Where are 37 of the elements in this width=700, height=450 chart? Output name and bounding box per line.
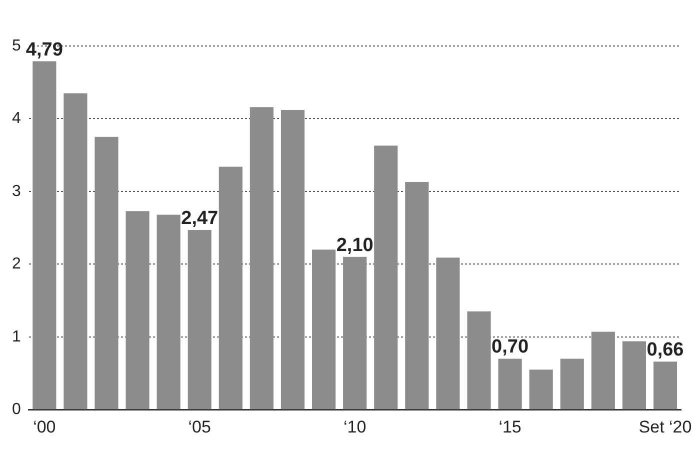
annotation: 2,47 <box>181 208 218 229</box>
x-tick-label: ‘05 <box>188 417 211 436</box>
y-tick-label: 5 <box>12 37 21 54</box>
bar <box>250 107 274 410</box>
x-tick-label: ‘10 <box>343 417 366 436</box>
bar <box>560 358 584 410</box>
annotation: 0,70 <box>492 336 529 358</box>
bar <box>498 358 522 410</box>
bar <box>280 110 305 410</box>
bar <box>156 214 180 410</box>
x-tick-label: ‘00 <box>33 417 56 436</box>
bar <box>653 362 678 410</box>
y-tick-label: 4 <box>12 110 21 128</box>
bar <box>467 311 491 410</box>
bar <box>343 256 367 410</box>
bar <box>126 211 150 410</box>
y-tick-label: 3 <box>12 182 21 200</box>
y-tick-label: 0 <box>12 401 21 418</box>
bar <box>529 370 553 410</box>
bar <box>32 61 56 410</box>
x-tick-label: Set ‘20 <box>638 417 692 436</box>
x-tick-label: ‘15 <box>498 417 522 436</box>
annotation: 4,79 <box>26 39 63 60</box>
bar <box>436 258 460 410</box>
bar <box>94 136 118 410</box>
bar <box>622 341 646 410</box>
bar <box>591 332 615 410</box>
y-tick-label: 2 <box>12 256 21 273</box>
bar <box>312 250 336 410</box>
bar <box>64 93 88 410</box>
bar <box>188 230 212 410</box>
bar <box>374 146 398 410</box>
annotation: 0,66 <box>646 340 684 361</box>
y-tick-label: 1 <box>12 328 21 346</box>
annotation: 2,10 <box>336 234 374 256</box>
bar <box>218 166 242 410</box>
bar <box>405 182 429 410</box>
